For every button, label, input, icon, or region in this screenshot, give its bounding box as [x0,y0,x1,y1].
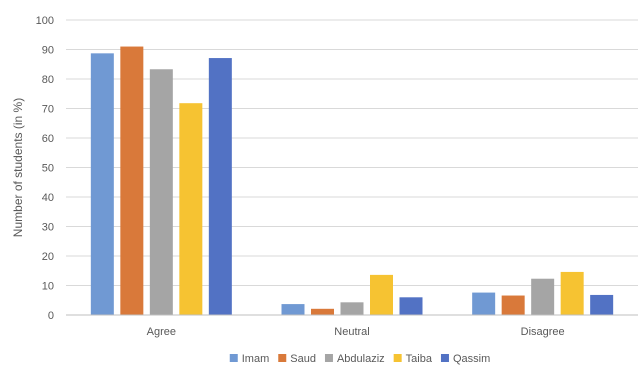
x-tick-label: Agree [147,326,176,338]
bar-agree-taiba [179,103,202,315]
bar-agree-abdulaziz [150,69,173,315]
bar-disagree-imam [472,293,495,315]
legend-label: Taiba [406,353,433,365]
legend-item-qassim: Qassim [441,353,490,365]
bar-disagree-saud [502,296,525,315]
bar-neutral-imam [282,304,305,315]
y-tick-label: 80 [42,74,54,86]
bar-neutral-saud [311,309,334,315]
y-tick-label: 100 [36,15,54,27]
bar-neutral-taiba [370,275,393,315]
legend-swatch [325,354,333,362]
y-tick-label: 0 [48,310,54,322]
x-tick-label: Disagree [521,326,565,338]
y-axis-title: Number of students (in %) [11,98,25,237]
y-tick-label: 10 [42,281,54,293]
legend-swatch [394,354,402,362]
y-tick-label: 30 [42,222,54,234]
bar-agree-saud [120,47,143,315]
bar-disagree-qassim [590,295,613,315]
y-tick-label: 90 [42,45,54,57]
x-tick-label: Neutral [334,326,369,338]
legend-swatch [441,354,449,362]
legend-swatch [230,354,238,362]
bars [91,47,613,315]
bar-disagree-abdulaziz [531,279,554,315]
bar-agree-qassim [209,58,232,315]
legend: Imam Saud Abdulaziz Taiba Qassim [230,353,490,365]
bar-disagree-taiba [561,272,584,315]
legend-item-imam: Imam [230,353,270,365]
bar-agree-imam [91,53,114,315]
y-tick-label: 50 [42,163,54,175]
bar-neutral-abdulaziz [341,302,364,315]
y-tick-label: 20 [42,251,54,263]
legend-swatch [278,354,286,362]
y-tick-label: 60 [42,133,54,145]
legend-label: Imam [242,353,270,365]
legend-label: Qassim [453,353,490,365]
bar-neutral-qassim [400,297,423,315]
legend-label: Abdulaziz [337,353,385,365]
y-tick-label: 40 [42,192,54,204]
legend-item-taiba: Taiba [394,353,433,365]
legend-label: Saud [290,353,316,365]
legend-item-abdulaziz: Abdulaziz [325,353,385,365]
y-tick-label: 70 [42,104,54,116]
legend-item-saud: Saud [278,353,316,365]
